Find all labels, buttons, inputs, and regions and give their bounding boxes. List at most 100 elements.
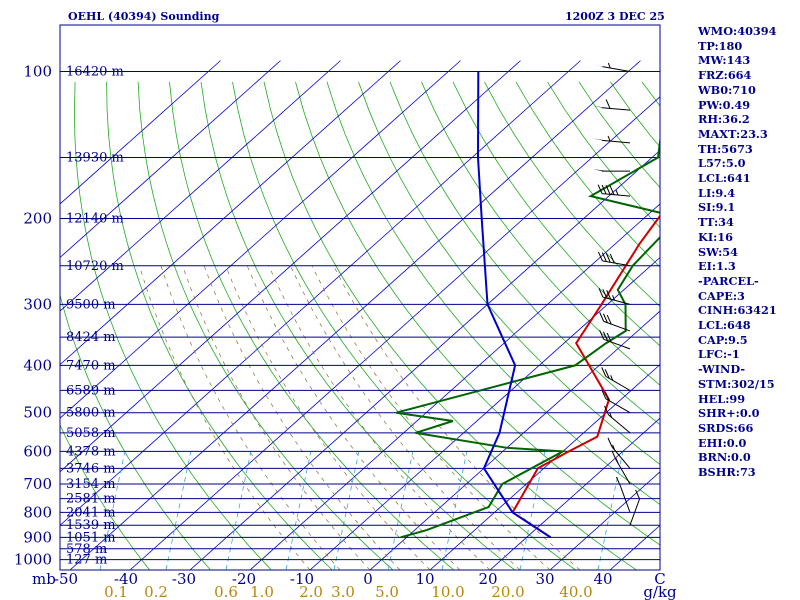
- wind-barb-feather: [605, 253, 611, 263]
- wind-barb-staff: [608, 414, 631, 434]
- index-value: TT:34: [698, 215, 734, 230]
- wind-barb-half-feather: [615, 458, 619, 464]
- index-value: LCL:648: [698, 318, 751, 333]
- dry-adiabat: [389, 81, 660, 426]
- wind-barb: [593, 135, 631, 144]
- pressure-tick-label: 600: [23, 442, 52, 460]
- wind-barb-feather: [611, 450, 617, 460]
- pressure-tick-label: 200: [23, 209, 52, 227]
- index-value: STM:302/15: [698, 376, 775, 391]
- index-value: CINH:63421: [698, 303, 777, 318]
- index-value: RH:36.2: [698, 112, 750, 127]
- index-value: SI:9.1: [698, 200, 736, 215]
- isotherm: [60, 60, 401, 366]
- mixing-ratio-label: 10.0: [431, 583, 464, 600]
- mixing-ratio-line: [597, 451, 624, 570]
- height-label: 16420 m: [66, 65, 124, 80]
- wind-barb-staff: [603, 320, 631, 332]
- wind-barb-staff: [605, 375, 631, 391]
- wind-barb-staff: [629, 498, 641, 526]
- temperature-tick-label: 0: [363, 570, 373, 588]
- pressure-tick-label: 700: [23, 475, 52, 493]
- height-label: 9500 m: [66, 297, 116, 312]
- wind-barb-feather: [635, 489, 641, 500]
- mixing-ratio-label: 1.0: [250, 583, 274, 600]
- chart-title: OEHL (40394) Sounding: [68, 10, 220, 23]
- grid-lines: [60, 60, 660, 570]
- index-value: TP:180: [698, 38, 743, 53]
- wind-barb-feather: [602, 313, 608, 323]
- index-value: MAXT:23.3: [698, 126, 768, 141]
- moist-adiabat: [203, 265, 401, 570]
- mixing-ratio-label: 40.0: [559, 583, 592, 600]
- wind-barb-staff: [602, 193, 631, 197]
- index-value: EHI:0.0: [698, 435, 747, 450]
- wind-barb: [597, 184, 631, 197]
- wind-barb: [615, 476, 631, 513]
- index-value: SHR+:0.0: [698, 406, 760, 421]
- dry-adiabat: [232, 81, 576, 570]
- height-label: 5800 m: [66, 406, 116, 421]
- temperature-tick-label: -50: [54, 570, 78, 588]
- pressure-tick-label: 100: [23, 63, 52, 81]
- wind-barb: [598, 287, 631, 305]
- height-label: 127 m: [66, 553, 107, 568]
- temperature-tick-label: -20: [232, 570, 256, 588]
- moist-adiabat: [290, 265, 521, 570]
- wind-barb-feather: [605, 185, 611, 195]
- wind-barb: [593, 62, 631, 73]
- height-label: 2041 m: [66, 505, 116, 520]
- height-label: 1051 m: [66, 530, 116, 545]
- pressure-tick-label: 300: [23, 295, 52, 313]
- plot-frame: [59, 24, 661, 571]
- temperature-tick-label: -40: [114, 570, 138, 588]
- isobar-lines: [60, 71, 660, 561]
- height-label: 12140 m: [66, 211, 124, 226]
- pressure-tick-label: 900: [23, 528, 52, 546]
- wind-barb: [629, 489, 641, 526]
- wind-barb-half-feather: [607, 135, 611, 142]
- wind-barb-feather: [604, 405, 610, 416]
- isotherm: [249, 203, 660, 570]
- isotherm: [429, 364, 660, 570]
- isotherm: [549, 471, 660, 570]
- wind-barb: [611, 450, 631, 485]
- wind-barb-feather: [604, 369, 610, 379]
- dry-adiabat: [358, 81, 660, 465]
- wind-barb: [599, 312, 631, 332]
- index-value: BRN:0.0: [698, 450, 751, 465]
- wind-barb-staff: [605, 398, 631, 414]
- isotherm: [69, 60, 641, 570]
- wind-barb-staff: [602, 260, 631, 267]
- wind-barbs: [593, 62, 641, 526]
- index-value: WB0:710: [698, 82, 756, 97]
- index-value: SW:54: [698, 244, 738, 259]
- wind-barb-feather: [601, 389, 607, 399]
- temperature-line: [511, 214, 660, 539]
- dry-adiabat: [263, 81, 637, 570]
- wind-barb-feather: [597, 251, 603, 262]
- index-value: LI:9.4: [698, 185, 736, 200]
- height-label: 6589 m: [66, 383, 116, 398]
- index-value: KI:16: [698, 229, 733, 244]
- wind-barb-feather: [598, 287, 604, 298]
- isotherm: [60, 60, 521, 473]
- mixing-ratio-label: 3.0: [331, 583, 355, 600]
- isotherm: [60, 60, 281, 259]
- pressure-tick-label: 400: [23, 356, 52, 374]
- index-value: LCL:641: [698, 171, 751, 186]
- wind-barb: [593, 169, 630, 172]
- parcel-line: [476, 71, 552, 539]
- pressure-unit-label: mb: [32, 570, 56, 588]
- wind-barb-feather: [609, 253, 615, 264]
- wind-barb: [607, 437, 631, 469]
- mixing-ratio-label: 0.6: [214, 583, 238, 600]
- index-value: LFC:-1: [698, 347, 740, 362]
- wind-barb-feather: [601, 252, 607, 262]
- mixing-ratio-label: 20.0: [491, 583, 524, 600]
- wind-barb-half-feather: [615, 189, 619, 196]
- wind-barb-half-feather: [612, 295, 616, 301]
- dry-adiabat: [137, 81, 394, 570]
- wind-barb-feather: [604, 391, 610, 401]
- dry-adiabat: [106, 81, 333, 570]
